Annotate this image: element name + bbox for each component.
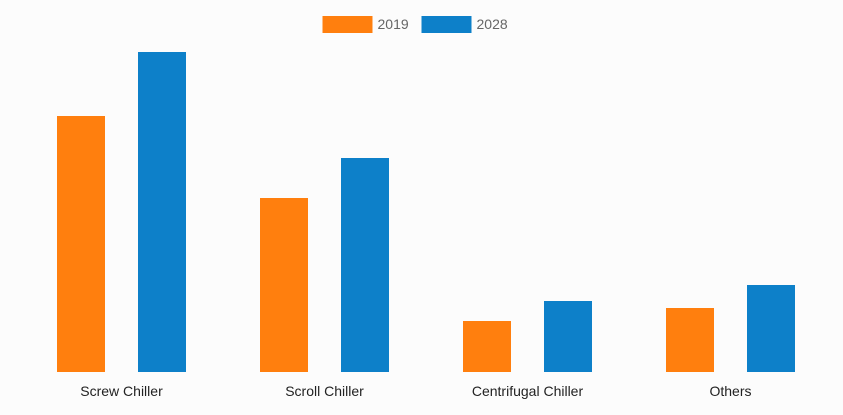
x-tick-label: Screw Chiller	[80, 383, 163, 399]
legend: 2019 2028	[322, 16, 508, 33]
legend-swatch-2028[interactable]	[421, 16, 472, 33]
x-tick-label: Scroll Chiller	[285, 383, 364, 399]
bar-2028-centrifugal-chiller	[544, 301, 592, 372]
x-tick-label: Centrifugal Chiller	[472, 383, 584, 399]
bar-2028-others	[747, 285, 795, 372]
bar-2028-screw-chiller	[138, 52, 186, 372]
bar-2019-others	[666, 308, 714, 372]
bar-2019-scroll-chiller	[260, 198, 308, 372]
legend-swatch-2019[interactable]	[322, 16, 373, 33]
legend-label-2028[interactable]: 2028	[477, 16, 508, 32]
legend-label-2019[interactable]: 2019	[378, 16, 409, 32]
x-axis-tick-labels: Screw Chiller Scroll Chiller Centrifugal C…	[80, 383, 751, 399]
bar-2028-scroll-chiller	[341, 158, 389, 372]
x-tick-label: Others	[709, 383, 751, 399]
bars	[57, 52, 795, 372]
bar-2019-screw-chiller	[57, 116, 105, 372]
bar-2019-centrifugal-chiller	[463, 321, 511, 372]
